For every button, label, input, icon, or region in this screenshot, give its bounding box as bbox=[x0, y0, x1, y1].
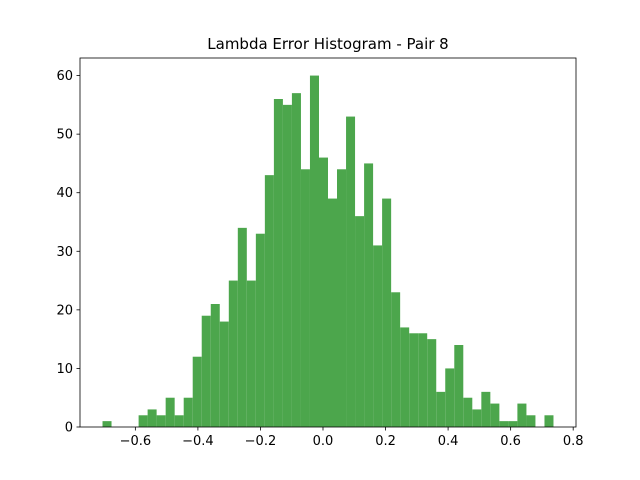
chart-title: Lambda Error Histogram - Pair 8 bbox=[207, 35, 448, 53]
bar bbox=[427, 339, 437, 427]
bar bbox=[237, 227, 247, 427]
x-tick-label: 0.4 bbox=[438, 434, 459, 449]
bar bbox=[418, 333, 428, 427]
bar bbox=[273, 99, 283, 427]
bar bbox=[436, 391, 446, 427]
x-tick-label: 0.0 bbox=[313, 434, 334, 449]
bar bbox=[246, 280, 256, 427]
bar bbox=[300, 169, 310, 428]
y-tick-label: 10 bbox=[56, 362, 73, 377]
bar bbox=[210, 304, 220, 427]
bar bbox=[201, 315, 211, 427]
bar bbox=[318, 157, 328, 428]
bar bbox=[400, 327, 410, 427]
bar bbox=[255, 233, 265, 427]
y-tick-label: 60 bbox=[56, 69, 73, 84]
bar bbox=[454, 345, 464, 427]
x-tick-label: 0.6 bbox=[500, 434, 521, 449]
y-tick-label: 30 bbox=[56, 245, 73, 260]
bar bbox=[174, 415, 184, 427]
bar bbox=[228, 280, 238, 427]
bar bbox=[355, 216, 365, 427]
bar bbox=[264, 175, 274, 427]
bar bbox=[364, 163, 374, 427]
bar bbox=[445, 368, 455, 427]
y-tick-label: 50 bbox=[56, 128, 73, 143]
bar bbox=[373, 245, 383, 427]
bar bbox=[309, 75, 319, 428]
bar bbox=[391, 292, 401, 427]
bar bbox=[490, 403, 500, 427]
bar bbox=[382, 198, 392, 427]
bar bbox=[192, 356, 202, 427]
bar bbox=[138, 415, 148, 427]
bar bbox=[346, 116, 356, 428]
bar bbox=[219, 321, 229, 427]
bar bbox=[165, 397, 175, 427]
bar bbox=[337, 169, 347, 428]
bar bbox=[472, 409, 482, 427]
bar bbox=[517, 403, 527, 427]
bar bbox=[526, 415, 536, 427]
y-tick-label: 40 bbox=[56, 186, 73, 201]
bar bbox=[508, 421, 518, 427]
bar bbox=[409, 333, 419, 427]
axes-frame bbox=[79, 57, 577, 428]
bar bbox=[463, 397, 473, 427]
y-tick-label: 0 bbox=[65, 421, 73, 436]
bar bbox=[183, 397, 193, 427]
bar bbox=[328, 198, 338, 427]
bar bbox=[147, 409, 157, 427]
x-tick-label: 0.8 bbox=[563, 434, 584, 449]
bar bbox=[481, 391, 491, 427]
y-tick-label: 20 bbox=[56, 303, 73, 318]
bar bbox=[291, 93, 301, 428]
x-tick-label: −0.6 bbox=[120, 434, 152, 449]
bar bbox=[282, 104, 292, 427]
x-tick-label: −0.4 bbox=[182, 434, 214, 449]
bar bbox=[544, 415, 554, 427]
x-tick-label: 0.2 bbox=[375, 434, 396, 449]
bar bbox=[499, 421, 509, 427]
x-tick-label: −0.2 bbox=[245, 434, 277, 449]
bar bbox=[156, 415, 166, 427]
bar bbox=[102, 421, 112, 427]
